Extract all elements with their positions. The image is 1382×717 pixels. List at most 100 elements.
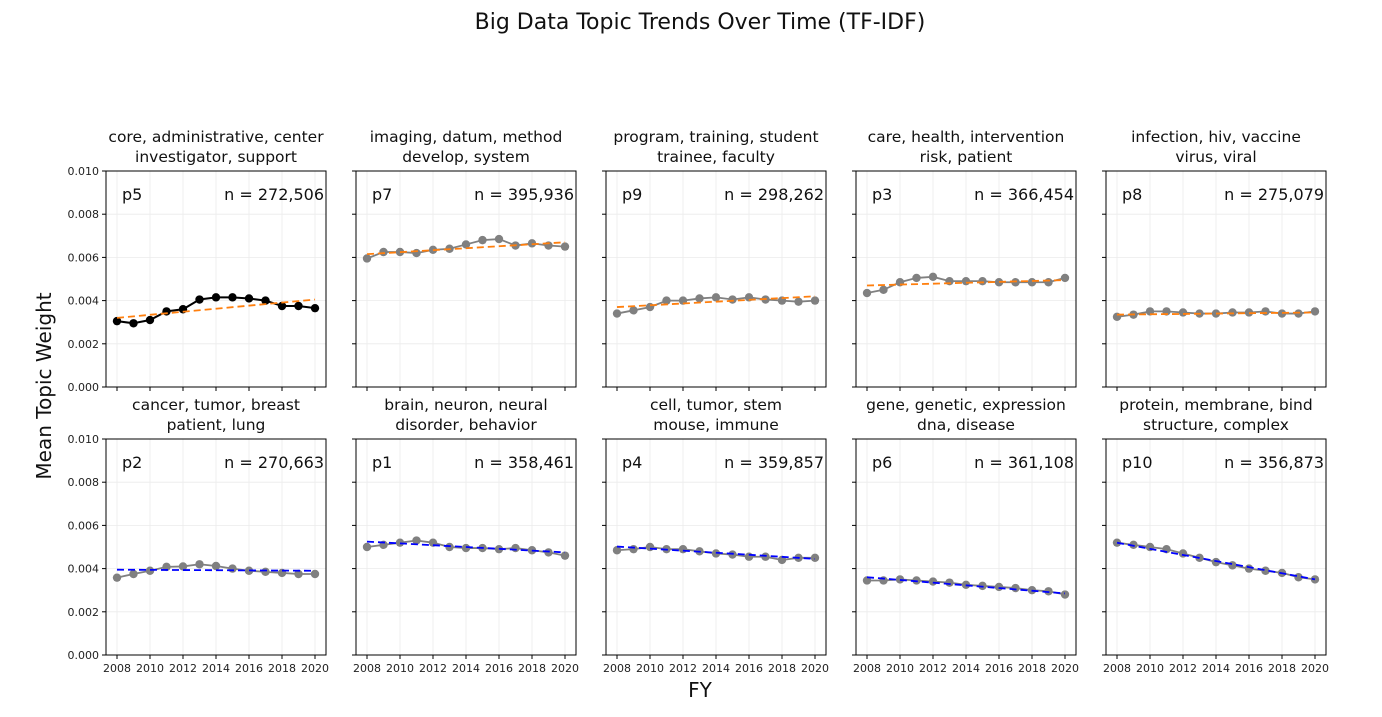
data-point <box>928 272 938 282</box>
data-point <box>612 546 622 555</box>
data-point <box>728 295 737 304</box>
x-tick-label: 2008 <box>103 662 131 675</box>
data-point <box>560 551 570 560</box>
x-tick-label: 2008 <box>603 662 631 675</box>
x-tick-label: 2012 <box>919 662 947 675</box>
data-point <box>1310 307 1320 316</box>
y-tick-label: 0.004 <box>68 295 100 308</box>
x-tick-label: 2014 <box>1202 662 1230 675</box>
trend-line <box>866 279 1066 287</box>
panel-title-line1: infection, hiv, vaccine <box>1131 128 1301 146</box>
x-tick-label: 2014 <box>702 662 730 675</box>
data-point <box>310 303 320 313</box>
data-point <box>994 582 1004 592</box>
panel-title-line2: patient, lung <box>167 416 266 434</box>
x-tick-label: 2020 <box>1301 662 1329 675</box>
data-point <box>145 315 155 325</box>
panel-p4: 2008 2010 2012 2014 2016 2018 2020 cell, tumor,… <box>602 396 829 675</box>
y-tick-label: 0.008 <box>68 208 100 221</box>
data-point <box>879 285 888 294</box>
y-tick-label: 0.000 <box>68 381 100 394</box>
panel-n-label: n = 359,857 <box>724 453 824 472</box>
data-point <box>1261 566 1270 575</box>
data-point <box>379 247 388 257</box>
panel-title-line1: brain, neuron, neural <box>384 396 547 414</box>
x-tick-label: 2018 <box>768 662 796 675</box>
panel-id-label: p5 <box>122 185 142 204</box>
panel-p5: 0.000 0.002 0.004 0.006 0.008 0.010 core, admi… <box>68 128 327 394</box>
data-point <box>244 294 254 303</box>
data-point <box>261 567 270 577</box>
data-point <box>629 544 638 554</box>
panel-title-line2: structure, complex <box>1143 416 1289 434</box>
trend-line <box>616 295 816 308</box>
x-tick-label: 2010 <box>886 662 914 675</box>
data-point <box>129 319 138 328</box>
data-point <box>744 552 754 561</box>
panel-p6: 2008 2010 2012 2014 2016 2018 2020 gene, geneti… <box>852 396 1079 675</box>
x-tick-label: 2016 <box>1235 662 1263 675</box>
data-point <box>1060 273 1070 283</box>
x-tick-label: 2014 <box>452 662 480 675</box>
panel-id-label: p2 <box>122 453 142 472</box>
y-axis-label: Mean Topic Weight <box>32 292 56 479</box>
trend-line <box>366 241 566 256</box>
figure-title: Big Data Topic Trends Over Time (TF-IDF) <box>475 10 926 35</box>
panel-title-line2: virus, viral <box>1175 148 1256 166</box>
x-tick-label: 2016 <box>235 662 263 675</box>
panel-title-line1: gene, genetic, expression <box>866 396 1066 414</box>
x-tick-label: 2016 <box>985 662 1013 675</box>
data-point <box>961 276 971 286</box>
data-point <box>1178 549 1188 558</box>
panels-group: 0.000 0.002 0.004 0.006 0.008 0.010 core, admi… <box>68 128 1330 675</box>
panel-title-line1: imaging, datum, method <box>370 128 563 146</box>
x-tick-label: 2008 <box>353 662 381 675</box>
data-point <box>112 316 122 326</box>
data-point <box>794 297 803 306</box>
data-point <box>211 293 221 302</box>
data-point <box>678 544 688 554</box>
x-axis-label: FY <box>688 678 713 702</box>
panel-title-line2: trainee, faculty <box>657 148 775 166</box>
data-point <box>1228 561 1237 570</box>
panel-id-label: p8 <box>1122 185 1142 204</box>
panel-p2: 0.000 0.002 0.004 0.006 0.008 0.010 2008 2010 20… <box>68 396 330 675</box>
x-tick-label: 2010 <box>636 662 664 675</box>
panel-id-label: p7 <box>372 185 392 204</box>
data-point <box>178 562 188 571</box>
panel-title-line2: disorder, behavior <box>395 416 537 434</box>
x-tick-label: 2014 <box>202 662 230 675</box>
y-tick-label: 0.008 <box>68 476 100 489</box>
data-point <box>211 561 221 571</box>
data-point <box>862 576 872 585</box>
panel-id-label: p1 <box>372 453 392 472</box>
x-tick-label: 2020 <box>801 662 829 675</box>
trend-line <box>366 540 566 554</box>
data-point <box>978 276 987 286</box>
panel-title-line2: develop, system <box>402 148 530 166</box>
x-tick-label: 2008 <box>1103 662 1131 675</box>
x-tick-label: 2016 <box>735 662 763 675</box>
data-point <box>612 309 622 318</box>
trend-line <box>866 576 1066 595</box>
data-point <box>511 543 520 553</box>
y-tick-label: 0.010 <box>68 433 100 446</box>
data-point <box>662 296 671 305</box>
panel-n-label: n = 395,936 <box>474 185 574 204</box>
panel-title-line1: cell, tumor, stem <box>650 396 782 414</box>
panel-id-label: p10 <box>1122 453 1153 472</box>
data-point <box>294 301 303 311</box>
panel-n-label: n = 358,461 <box>474 453 574 472</box>
panel-id-label: p3 <box>872 185 892 204</box>
y-tick-label: 0.002 <box>68 338 100 351</box>
panel-n-label: n = 298,262 <box>724 185 824 204</box>
data-point <box>1261 307 1270 316</box>
panel-title-line1: cancer, tumor, breast <box>132 396 300 414</box>
data-point <box>228 564 237 573</box>
x-tick-label: 2012 <box>169 662 197 675</box>
x-tick-label: 2016 <box>485 662 513 675</box>
panel-n-label: n = 356,873 <box>1224 453 1324 472</box>
data-point <box>461 543 471 553</box>
data-point <box>810 553 820 562</box>
